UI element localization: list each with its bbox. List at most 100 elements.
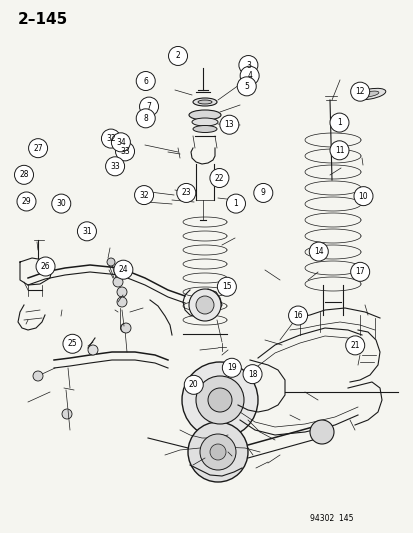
Circle shape <box>28 139 47 158</box>
Text: 12: 12 <box>355 87 364 96</box>
Circle shape <box>121 323 131 333</box>
Circle shape <box>117 297 127 307</box>
Circle shape <box>182 362 257 438</box>
Text: 23: 23 <box>181 189 191 197</box>
Circle shape <box>199 434 235 470</box>
Text: 19: 19 <box>226 364 236 372</box>
Text: 27: 27 <box>33 144 43 152</box>
Circle shape <box>237 77 256 96</box>
Text: 9: 9 <box>260 189 265 197</box>
Text: 25: 25 <box>67 340 77 348</box>
Circle shape <box>353 187 372 206</box>
Circle shape <box>105 157 124 176</box>
Text: 6: 6 <box>143 77 148 85</box>
Circle shape <box>195 296 214 314</box>
Text: 7: 7 <box>146 102 151 111</box>
Text: 34: 34 <box>116 138 126 147</box>
Circle shape <box>288 306 307 325</box>
Circle shape <box>209 444 225 460</box>
Circle shape <box>114 260 133 279</box>
Text: 33: 33 <box>110 162 120 171</box>
Text: 16: 16 <box>292 311 302 320</box>
Text: 31: 31 <box>82 227 92 236</box>
Text: 94302  145: 94302 145 <box>309 514 353 523</box>
Circle shape <box>207 388 231 412</box>
Circle shape <box>52 194 71 213</box>
Circle shape <box>253 183 272 203</box>
Ellipse shape <box>192 118 218 126</box>
Circle shape <box>113 277 123 287</box>
Circle shape <box>36 257 55 276</box>
Text: 33: 33 <box>120 147 130 156</box>
Circle shape <box>240 66 259 85</box>
Circle shape <box>136 109 155 128</box>
Circle shape <box>107 258 115 266</box>
Ellipse shape <box>189 110 221 120</box>
Circle shape <box>329 113 348 132</box>
Circle shape <box>63 334 82 353</box>
Text: 11: 11 <box>334 146 343 155</box>
Circle shape <box>33 371 43 381</box>
Circle shape <box>219 115 238 134</box>
Circle shape <box>188 422 247 482</box>
Circle shape <box>14 165 33 184</box>
Circle shape <box>17 192 36 211</box>
Text: 20: 20 <box>188 381 198 389</box>
Circle shape <box>134 185 153 205</box>
Ellipse shape <box>192 98 216 106</box>
Circle shape <box>350 82 369 101</box>
Circle shape <box>120 324 129 333</box>
Text: 14: 14 <box>313 247 323 256</box>
Text: 3: 3 <box>245 61 250 69</box>
Circle shape <box>242 365 261 384</box>
Circle shape <box>136 71 155 91</box>
Ellipse shape <box>192 125 216 133</box>
Text: 5: 5 <box>244 82 249 91</box>
Circle shape <box>209 168 228 188</box>
Circle shape <box>238 55 257 75</box>
Circle shape <box>345 336 364 355</box>
Text: 2–145: 2–145 <box>18 12 68 27</box>
Circle shape <box>77 222 96 241</box>
Text: 8: 8 <box>143 114 148 123</box>
Text: 30: 30 <box>56 199 66 208</box>
Text: 21: 21 <box>350 341 359 350</box>
Circle shape <box>329 141 348 160</box>
Text: 18: 18 <box>247 370 256 378</box>
Circle shape <box>350 262 369 281</box>
Text: 22: 22 <box>214 174 223 182</box>
Text: 24: 24 <box>118 265 128 274</box>
Text: 2: 2 <box>175 52 180 60</box>
Text: 15: 15 <box>221 282 231 291</box>
Circle shape <box>195 376 243 424</box>
Ellipse shape <box>354 88 385 100</box>
Text: 32: 32 <box>139 191 149 199</box>
Ellipse shape <box>360 91 378 97</box>
Circle shape <box>309 420 333 444</box>
Circle shape <box>111 133 130 152</box>
Ellipse shape <box>197 100 211 104</box>
Circle shape <box>309 242 328 261</box>
Circle shape <box>139 97 158 116</box>
Text: 10: 10 <box>358 192 368 200</box>
Circle shape <box>226 194 245 213</box>
Text: 26: 26 <box>40 262 50 271</box>
Text: 4: 4 <box>247 71 252 80</box>
Text: 17: 17 <box>354 268 364 276</box>
Circle shape <box>189 289 221 321</box>
Circle shape <box>168 46 187 66</box>
Text: 29: 29 <box>21 197 31 206</box>
Circle shape <box>117 287 127 297</box>
Circle shape <box>176 183 195 203</box>
Text: 32: 32 <box>106 134 116 143</box>
Text: 28: 28 <box>19 171 28 179</box>
Text: 13: 13 <box>224 120 234 129</box>
Circle shape <box>217 277 236 296</box>
Text: 1: 1 <box>336 118 341 127</box>
Text: 1: 1 <box>233 199 238 208</box>
Circle shape <box>184 375 203 394</box>
Circle shape <box>222 358 241 377</box>
Circle shape <box>101 129 120 148</box>
Circle shape <box>115 142 134 161</box>
Circle shape <box>62 409 72 419</box>
